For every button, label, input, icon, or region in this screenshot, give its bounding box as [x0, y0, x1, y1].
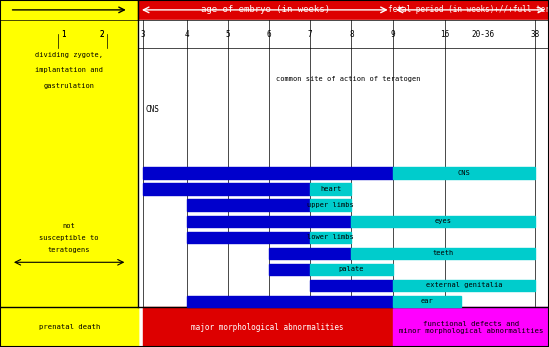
- Text: prenatal death: prenatal death: [38, 324, 100, 330]
- Bar: [0, 307, 138, 347]
- Text: dividing zygote,: dividing zygote,: [35, 52, 103, 58]
- Text: teratogens: teratogens: [48, 247, 91, 253]
- Text: gastrulation: gastrulation: [44, 83, 94, 89]
- Text: eyes: eyes: [435, 218, 452, 225]
- Bar: [269, 264, 310, 275]
- Text: 1: 1: [61, 29, 65, 39]
- Text: susceptible to: susceptible to: [40, 235, 99, 241]
- Text: not: not: [63, 223, 76, 229]
- Bar: [393, 296, 461, 307]
- Bar: [393, 307, 549, 347]
- Bar: [269, 247, 351, 259]
- Text: 4: 4: [184, 29, 189, 39]
- Text: fetal period (in weeks)+//+full term: fetal period (in weeks)+//+full term: [388, 5, 549, 14]
- Text: 2: 2: [99, 29, 104, 39]
- Text: 20-36: 20-36: [472, 29, 495, 39]
- Text: ear: ear: [421, 298, 433, 304]
- Text: 16: 16: [440, 29, 449, 39]
- Text: 38: 38: [531, 29, 540, 39]
- Text: 7: 7: [308, 29, 312, 39]
- Bar: [187, 296, 393, 307]
- Bar: [138, 20, 549, 307]
- Text: CNS: CNS: [457, 170, 470, 176]
- Bar: [393, 0, 549, 20]
- Text: major morphological abnormalities: major morphological abnormalities: [191, 323, 344, 331]
- Bar: [310, 231, 351, 243]
- Bar: [138, 0, 393, 20]
- Text: teeth: teeth: [433, 251, 454, 256]
- Bar: [187, 215, 351, 227]
- Text: age of embryo (in weeks): age of embryo (in weeks): [201, 5, 330, 14]
- Bar: [138, 20, 549, 48]
- Bar: [187, 200, 310, 211]
- Bar: [143, 168, 393, 179]
- Bar: [310, 280, 393, 291]
- Text: lower limbs: lower limbs: [307, 234, 354, 240]
- Text: common site of action of teratogen: common site of action of teratogen: [276, 76, 420, 82]
- Bar: [187, 231, 310, 243]
- Bar: [143, 184, 310, 195]
- Bar: [310, 184, 351, 195]
- Bar: [143, 307, 393, 347]
- Text: 6: 6: [267, 29, 271, 39]
- Text: palate: palate: [339, 266, 364, 272]
- Bar: [393, 280, 535, 291]
- Text: heart: heart: [320, 186, 341, 192]
- Text: implantation and: implantation and: [35, 67, 103, 73]
- Text: 8: 8: [349, 29, 354, 39]
- Bar: [351, 247, 535, 259]
- Bar: [0, 0, 138, 20]
- Bar: [0, 0, 138, 347]
- Text: 5: 5: [226, 29, 230, 39]
- Text: functional defects and
minor morphological abnormalities: functional defects and minor morphologic…: [399, 321, 543, 333]
- Text: external genitalia: external genitalia: [425, 282, 502, 288]
- Text: 3: 3: [141, 29, 145, 39]
- Text: upper limbs: upper limbs: [307, 202, 354, 208]
- Bar: [310, 200, 351, 211]
- Text: 2: 2: [99, 29, 104, 39]
- Bar: [310, 264, 393, 275]
- Text: 9: 9: [390, 29, 395, 39]
- Bar: [351, 215, 535, 227]
- Text: CNS: CNS: [145, 105, 159, 114]
- Text: 1: 1: [61, 29, 65, 39]
- Bar: [393, 168, 535, 179]
